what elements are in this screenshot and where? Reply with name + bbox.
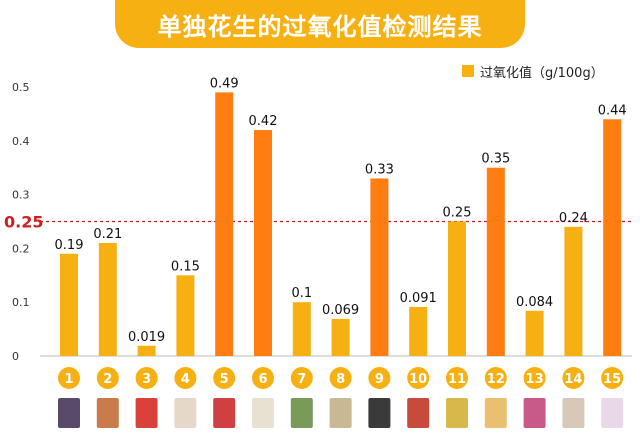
bar [60, 253, 78, 356]
category-badge [96, 367, 119, 389]
product-image [213, 398, 236, 428]
category-label: 1 [64, 372, 73, 387]
category-badge [135, 367, 158, 389]
bar-value-label: 0.19 [55, 238, 84, 253]
bar-value-label: 0.33 [365, 162, 394, 177]
y-tick-label: 0.2 [12, 242, 30, 255]
y-tick-label: 0.3 [12, 189, 30, 202]
legend: 过氧化值（g/100g） [462, 62, 604, 81]
category-label: 9 [375, 372, 384, 387]
reference-line-label: 0.25 [4, 213, 43, 232]
bar [292, 302, 311, 356]
chart-title: 单独花生的过氧化值检测结果 [157, 12, 483, 41]
category-badge [174, 367, 197, 389]
category-label: 14 [564, 372, 582, 387]
bar-value-label: 0.49 [210, 76, 239, 91]
bar [98, 243, 117, 356]
product-image [96, 398, 119, 428]
category-label: 11 [448, 372, 466, 387]
y-tick-label: 0 [12, 350, 19, 363]
bar-value-label: 0.019 [128, 330, 165, 345]
category-label: 2 [103, 372, 112, 387]
product-image [562, 398, 585, 428]
bar-value-label: 0.069 [322, 303, 359, 318]
category-badge [407, 367, 430, 389]
bar [137, 345, 156, 356]
bar [176, 275, 195, 356]
product-image [252, 398, 274, 428]
category-label: 4 [181, 372, 190, 387]
bar-value-label: 0.15 [171, 259, 200, 274]
category-label: 15 [603, 372, 621, 387]
category-badge [484, 367, 507, 389]
product-image [407, 398, 430, 428]
bar-value-label: 0.1 [291, 286, 312, 301]
product-image [484, 398, 507, 428]
category-badge [329, 367, 352, 389]
product-image [135, 398, 158, 428]
category-label: 10 [409, 372, 427, 387]
category-badge [446, 367, 468, 389]
category-badge [601, 367, 624, 389]
product-image [290, 398, 313, 428]
product-image [368, 398, 391, 428]
bar-value-label: 0.25 [443, 206, 472, 221]
product-image [601, 398, 624, 428]
product-image [58, 398, 80, 428]
category-badge [252, 367, 274, 389]
bar-value-label: 0.24 [559, 211, 588, 226]
bar [564, 226, 583, 356]
bar [486, 167, 505, 356]
legend-label: 过氧化值（g/100g） [480, 65, 604, 81]
y-tick-label: 0.5 [12, 81, 30, 94]
title-banner: 单独花生的过氧化值检测结果 [115, 0, 525, 48]
bar [448, 221, 466, 356]
category-badge [290, 367, 313, 389]
product-image [329, 398, 352, 428]
bar-value-label: 0.44 [598, 103, 627, 118]
bar [215, 92, 234, 356]
bar [603, 119, 622, 356]
bar-value-label: 0.091 [400, 291, 437, 306]
y-tick-label: 0.1 [12, 296, 30, 309]
legend-swatch [462, 65, 474, 77]
category-label: 12 [487, 372, 505, 387]
bar [254, 130, 272, 356]
category-badge [562, 367, 585, 389]
category-badge [523, 367, 546, 389]
bar [331, 318, 350, 356]
category-label: 8 [336, 372, 345, 387]
category-badge [213, 367, 236, 389]
bar [370, 178, 389, 356]
product-image [446, 398, 468, 428]
bar-value-label: 0.21 [93, 227, 122, 242]
category-label: 7 [297, 372, 306, 387]
category-label: 13 [526, 372, 544, 387]
category-label: 3 [142, 372, 151, 387]
bar-value-label: 0.084 [516, 295, 553, 310]
bar-value-label: 0.42 [249, 114, 278, 129]
bar [409, 307, 428, 356]
product-image [174, 398, 197, 428]
category-label: 5 [220, 372, 229, 387]
product-image [523, 398, 546, 428]
category-label: 6 [258, 372, 267, 387]
bar [525, 310, 544, 356]
bar-value-label: 0.35 [481, 152, 510, 167]
category-badge [58, 367, 80, 389]
y-tick-label: 0.4 [12, 135, 30, 148]
category-badge [368, 367, 391, 389]
